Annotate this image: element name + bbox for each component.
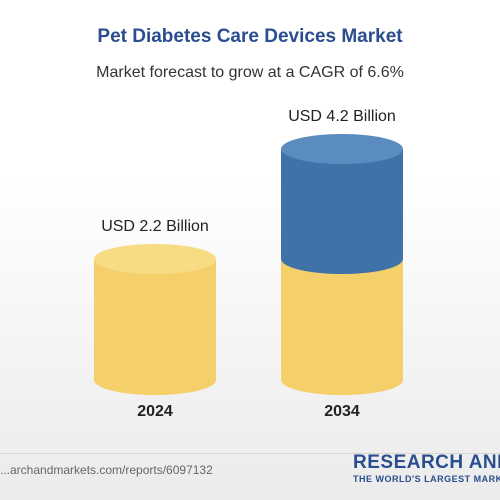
bar-2034-growth xyxy=(281,134,403,274)
value-label-2034: USD 4.2 Billion xyxy=(288,108,396,125)
brand-tagline: THE WORLD'S LARGEST MARKET xyxy=(353,474,500,484)
bar-2034-growth-body xyxy=(281,149,403,274)
footer-divider xyxy=(0,453,500,454)
bar-2034-base xyxy=(281,259,403,395)
bar-2024-base xyxy=(94,244,216,395)
bars-group xyxy=(94,134,403,395)
brand-name: RESEARCH AND xyxy=(353,452,500,473)
category-label-2024: 2024 xyxy=(137,403,173,420)
chart-title: Pet Diabetes Care Devices Market xyxy=(97,26,403,47)
brand-logo: RESEARCH AND THE WORLD'S LARGEST MARKET xyxy=(353,452,500,484)
labels-group: USD 2.2 Billion 2024 USD 4.2 Billion 2034 xyxy=(101,108,396,420)
bar-2034-base-body xyxy=(281,259,403,395)
value-label-2024: USD 2.2 Billion xyxy=(101,218,209,235)
bar-2024-base-body xyxy=(94,259,216,395)
chart-subtitle: Market forecast to grow at a CAGR of 6.6… xyxy=(96,64,404,81)
bar-2034-growth-top xyxy=(281,134,403,164)
category-label-2034: 2034 xyxy=(324,403,360,420)
source-link[interactable]: ...archandmarkets.com/reports/6097132 xyxy=(0,463,213,477)
bar-2024-base-top xyxy=(94,244,216,274)
